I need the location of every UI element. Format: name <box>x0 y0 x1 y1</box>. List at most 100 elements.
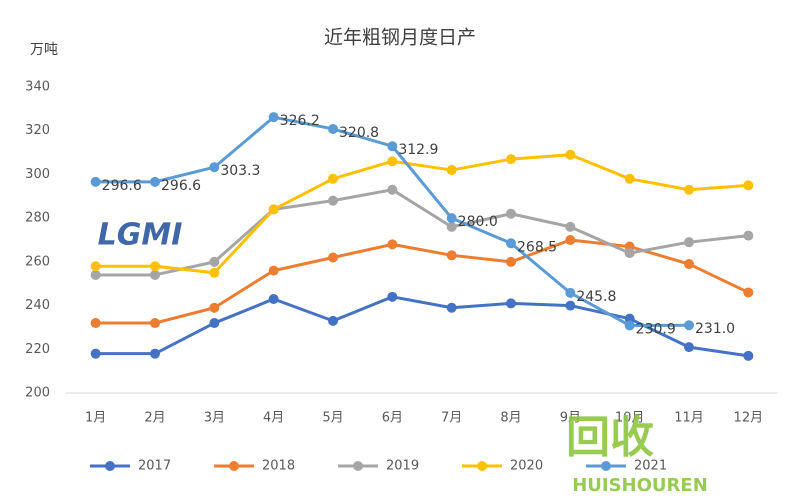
point <box>268 294 279 305</box>
point <box>506 208 516 219</box>
y-tick-label: 300 <box>25 167 50 182</box>
data-label: 326.2 <box>280 113 320 129</box>
point <box>743 180 754 191</box>
data-label: 303.3 <box>220 163 260 179</box>
point <box>743 287 754 298</box>
series-line <box>95 188 749 277</box>
point <box>209 302 220 313</box>
point <box>684 184 694 195</box>
y-tick-label: 260 <box>25 254 50 269</box>
point <box>209 267 220 278</box>
y-tick-label: 220 <box>25 342 50 357</box>
watermark: HUISHOUREN <box>572 475 708 496</box>
point <box>446 250 457 261</box>
point <box>268 265 279 276</box>
data-label: 296.6 <box>102 178 142 194</box>
point <box>684 342 694 353</box>
x-tick-label: 6月 <box>382 411 403 426</box>
point <box>506 256 516 267</box>
point <box>268 204 279 215</box>
point <box>150 318 160 329</box>
point <box>90 269 101 280</box>
point <box>387 239 398 250</box>
legend-marker <box>105 461 115 471</box>
legend-label: 2021 <box>634 459 667 474</box>
data-label: 230.9 <box>636 321 676 337</box>
x-tick-label: 7月 <box>441 411 462 426</box>
point <box>624 248 635 259</box>
y-tick-label: 200 <box>25 386 50 401</box>
point <box>446 165 457 176</box>
point <box>150 261 160 272</box>
point <box>506 298 516 309</box>
data-label: 268.5 <box>517 239 557 255</box>
point <box>565 235 576 245</box>
point <box>565 221 576 232</box>
point <box>446 302 457 313</box>
x-tick-label: 8月 <box>500 411 521 426</box>
point <box>565 287 576 298</box>
x-tick-label: 1月 <box>85 411 106 426</box>
legend-marker <box>229 461 239 471</box>
y-tick-label: 280 <box>25 211 50 226</box>
series-line <box>95 295 749 358</box>
point <box>90 176 101 187</box>
point <box>209 162 220 173</box>
x-tick-label: 9月 <box>560 411 581 426</box>
point <box>328 252 338 263</box>
series-line <box>95 238 749 325</box>
point <box>328 195 338 206</box>
x-tick-label: 4月 <box>263 411 284 426</box>
point <box>387 184 398 195</box>
point <box>446 221 457 232</box>
point <box>268 112 279 123</box>
data-label: 280.0 <box>458 214 498 230</box>
series-line <box>95 153 749 275</box>
point <box>743 230 754 241</box>
chart-title: 近年粗钢月度日产 <box>324 27 476 49</box>
point <box>624 320 635 331</box>
point <box>328 173 338 184</box>
x-tick-label: 10月 <box>615 411 645 426</box>
point <box>209 256 220 267</box>
point <box>506 154 516 165</box>
point <box>387 141 398 152</box>
point <box>684 237 694 248</box>
point <box>387 291 398 302</box>
point <box>328 315 338 326</box>
point <box>565 149 576 160</box>
legend-label: 2017 <box>138 459 171 474</box>
legend-marker <box>353 461 363 471</box>
data-label: 312.9 <box>398 142 438 158</box>
point <box>209 318 220 329</box>
data-label: 320.8 <box>339 125 379 141</box>
point <box>743 350 754 361</box>
point <box>150 348 160 359</box>
x-tick-label: 3月 <box>204 411 225 426</box>
y-tick-label: 320 <box>25 123 50 138</box>
point <box>90 261 101 272</box>
legend-label: 2019 <box>386 459 419 474</box>
watermark: LGMI <box>98 218 183 253</box>
point <box>446 213 457 224</box>
watermark: 回收 <box>566 412 654 463</box>
point <box>565 300 576 311</box>
point <box>90 318 101 329</box>
y-axis-unit: 万吨 <box>30 42 58 58</box>
x-tick-label: 5月 <box>322 411 343 426</box>
y-tick-label: 340 <box>25 80 50 95</box>
y-tick-label: 240 <box>25 298 50 313</box>
point <box>90 348 101 359</box>
point <box>150 269 160 280</box>
x-tick-label: 11月 <box>674 411 704 426</box>
point <box>684 259 694 270</box>
legend-marker <box>601 461 611 471</box>
point <box>684 320 694 331</box>
data-label: 245.8 <box>576 289 616 305</box>
data-label: 231.0 <box>695 321 735 337</box>
x-tick-label: 12月 <box>734 411 764 426</box>
x-tick-label: 2月 <box>144 411 165 426</box>
legend-marker <box>477 461 487 471</box>
point <box>328 123 338 134</box>
